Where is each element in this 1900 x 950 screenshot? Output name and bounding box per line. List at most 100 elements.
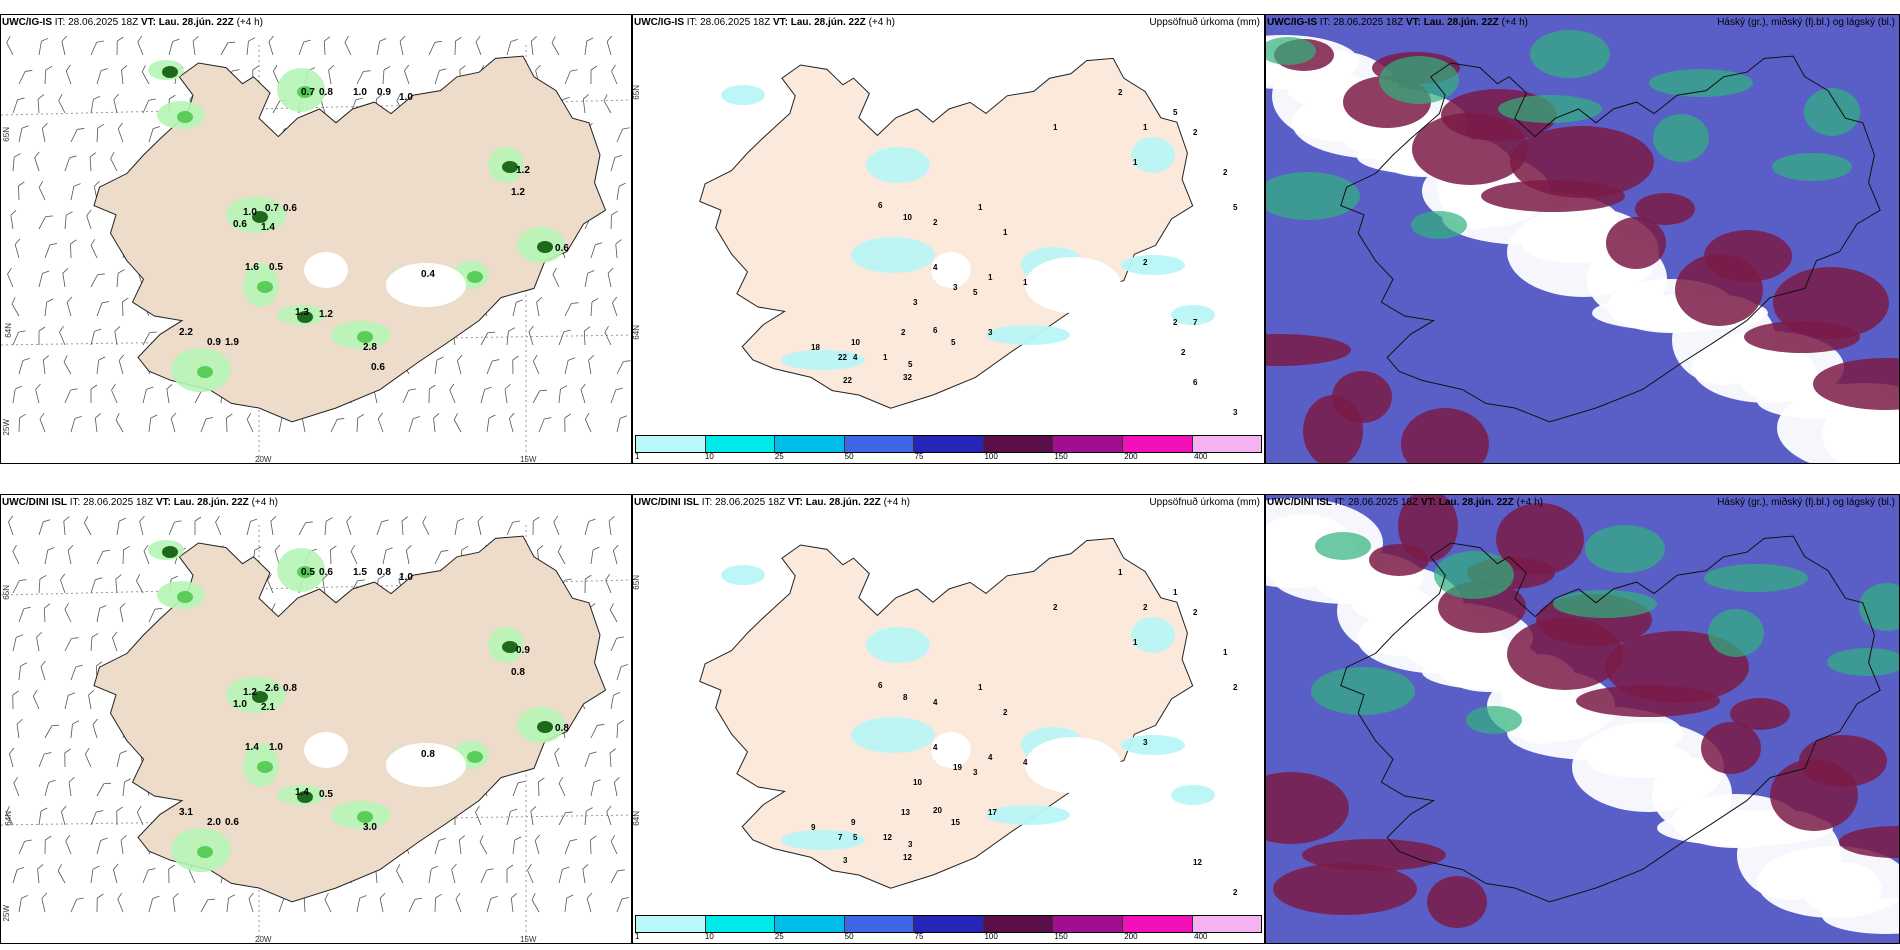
wind-barb <box>118 354 125 375</box>
lon-label: 20W <box>255 455 272 464</box>
wind-barb <box>558 866 570 884</box>
wind-barb <box>57 864 66 884</box>
precip-value-label: 0.9 <box>207 337 221 348</box>
wind-barb <box>434 68 447 85</box>
cloud-cover-map-bottom: UWC/DINI ISL IT: 28.06.2025 18Z VT: Lau.… <box>1265 494 1900 944</box>
wind-barb <box>506 327 516 346</box>
colorbar-tick: 400 <box>1194 452 1208 461</box>
wind-barb <box>510 893 518 913</box>
wind-barb <box>18 894 29 913</box>
wind-barb <box>70 239 77 259</box>
clear-sky-area <box>1587 742 1691 778</box>
accum-value-label: 2 <box>1053 603 1058 612</box>
low-cloud-area <box>1498 95 1602 123</box>
wind-barb <box>220 41 236 56</box>
wind-barb <box>322 573 329 594</box>
wind-barb <box>226 894 236 913</box>
precip-value-label: 0.7 <box>265 203 279 214</box>
wind-barb <box>116 517 126 536</box>
lat-label: 65N <box>2 127 11 142</box>
wind-barb <box>5 806 14 826</box>
wind-barb <box>142 868 156 884</box>
wind-barb <box>10 209 17 230</box>
precip-core <box>502 641 518 653</box>
wind-barb <box>558 385 568 404</box>
wind-barb <box>121 65 128 85</box>
precip-core <box>197 366 213 378</box>
accum-value-label: 5 <box>1173 108 1178 117</box>
colorbar-segment <box>1122 436 1193 452</box>
wind-barb <box>44 242 58 259</box>
wind-barb <box>564 69 578 85</box>
lon-label: 15W <box>520 455 537 464</box>
precip-core <box>177 111 193 123</box>
precip-area <box>851 237 935 273</box>
wind-barb <box>63 355 72 375</box>
wind-barb <box>70 128 85 143</box>
wind-barb <box>272 64 280 85</box>
precip-core <box>297 311 313 323</box>
wind-barb <box>248 892 254 913</box>
accum-value-label: 1 <box>988 273 993 282</box>
precip-core <box>162 66 178 78</box>
colorbar-tick: 200 <box>1124 932 1138 941</box>
wind-barb <box>356 70 371 85</box>
precip-area <box>721 565 765 585</box>
colorbar-tick: 100 <box>984 452 998 461</box>
wind-barb <box>12 153 21 172</box>
wind-barb <box>13 776 20 797</box>
wind-barb <box>88 689 95 710</box>
clear-sky-area <box>1352 586 1432 622</box>
wind-barb <box>38 180 46 201</box>
accum-value-label: 17 <box>988 808 997 817</box>
wind-barb <box>194 516 202 535</box>
high-cloud-area <box>1635 193 1695 225</box>
wind-barb <box>350 544 358 565</box>
wind-barb <box>449 383 456 404</box>
accum-value-label: 3 <box>1143 738 1148 747</box>
precip-value-label: 0.8 <box>421 749 435 760</box>
wind-barb <box>534 834 541 855</box>
low-cloud-area <box>1466 706 1522 734</box>
wind-barb <box>433 413 440 433</box>
wind-barb <box>512 836 522 855</box>
accum-value-label: 3 <box>1233 408 1238 417</box>
wind-barb <box>408 897 423 913</box>
colorbar-segment <box>983 916 1054 932</box>
wind-barb <box>39 412 46 433</box>
iceland-landmass <box>93 535 607 903</box>
accum-value-label: 19 <box>953 763 962 772</box>
wind-barb <box>65 64 72 85</box>
accum-value-label: 2 <box>1118 88 1123 97</box>
precip-core <box>252 211 268 223</box>
wind-barb <box>65 834 72 855</box>
wind-barb <box>122 297 129 317</box>
precip-area <box>1171 305 1215 325</box>
wind-barb <box>60 573 66 594</box>
accum-value-label: 32 <box>903 373 912 382</box>
wind-barb <box>6 36 14 56</box>
wind-barb <box>8 747 15 768</box>
precip-core <box>357 811 373 823</box>
accum-value-label: 1 <box>1143 123 1148 132</box>
wind-barb <box>200 898 216 913</box>
precip-value-label: 0.7 <box>301 87 315 98</box>
low-cloud-area <box>1379 56 1459 104</box>
map-canvas: 0.7 0.8 1.0 0.9 1.0 1.2 1.0 0.7 0.6 0.6 1.2 1.4 1.6 0… <box>1 35 631 463</box>
wind-barb <box>122 545 130 565</box>
wind-barb <box>92 718 98 739</box>
wind-barb <box>96 68 109 85</box>
accum-value-label: 2 <box>1233 888 1238 897</box>
wind-barb <box>64 602 72 623</box>
colorbar-tick: 400 <box>1194 932 1208 941</box>
wind-barb <box>268 35 274 56</box>
colorbar-tick: 10 <box>704 452 714 461</box>
wind-barb <box>200 416 214 433</box>
accum-value-label: 5 <box>908 360 913 369</box>
wind-barb <box>564 413 571 433</box>
colorbar-tick: 200 <box>1124 452 1138 461</box>
wind-barb <box>532 389 548 404</box>
accum-value-label: 1 <box>1173 588 1178 597</box>
lat-label: 65N <box>632 575 641 590</box>
colorbar-bar <box>635 915 1262 933</box>
